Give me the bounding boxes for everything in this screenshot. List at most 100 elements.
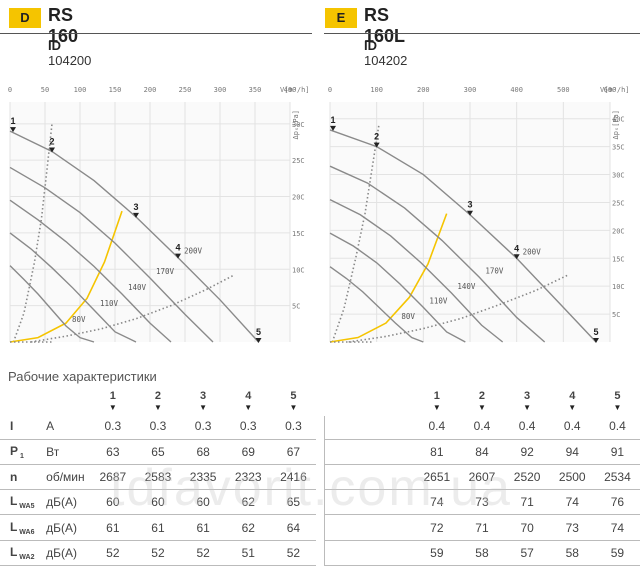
x-tick-label: 150 [109,86,122,94]
table-cell: 74 [549,489,595,516]
fan-curve-chart-rs160l: 0 100 200 300 400 500 60040C35C30C25C20C15C10C… [328,86,630,343]
y-tick-label: 5C [612,311,620,319]
table-row: 72 71 70 73 74 [324,514,640,541]
parameter-unit: дБ(A) [46,489,91,516]
x-tick-label: 400 [284,86,297,94]
parameter-symbol [324,540,371,567]
table-cell: 60 [135,489,181,516]
fan-curve-170v [329,165,546,343]
performance-table-rs160l: 1 ▼ 2 ▼ 3 ▼ 4 ▼ 5 ▼ 0.4 0.4 0.4 0.4 0.4 81 84 92 94 91 2651 2… [324,390,640,567]
parameter-unit: дБ(A) [46,540,91,567]
table-cell: 73 [459,489,505,516]
parameter-symbol [324,514,371,541]
point-arrow-icon: ▼ [613,403,622,413]
y-tick-label: 5C [292,303,300,311]
parameter-symbol [324,414,371,440]
table-cell: 2687 [90,464,136,491]
point-number-header: 5 ▼ [595,390,640,414]
parameter-unit: Вт [46,439,91,465]
point-number: 1 [433,390,440,403]
table-cell: 65 [270,489,316,516]
table-row: L WA6 дБ(A) 61 61 61 62 64 [0,514,316,541]
system-curve-yellow [329,213,448,343]
table-cell: 62 [225,489,271,516]
fan-curve-140v [9,199,172,343]
table-cell: 76 [594,489,640,516]
y-tick-label: 20C [292,194,305,202]
operating-point-label: 3 [133,202,138,212]
table-row: I A 0.3 0.3 0.3 0.3 0.3 [0,414,316,440]
header-underline [324,33,640,34]
point-number: 5 [290,390,297,403]
table-cell: 92 [504,439,550,465]
voltage-label: 170V [156,267,175,276]
y-tick-label: 15C [292,230,305,238]
performance-table-rs160: 1 ▼ 2 ▼ 3 ▼ 4 ▼ 5 ▼ I A 0.3 0.3 0.3 0.3 0.3 P 1 Вт 63 65 68 69… [0,390,316,567]
table-header-blank [46,390,90,414]
point-number-header: 3 ▼ [505,390,550,414]
point-number-header: 3 ▼ [181,390,226,414]
x-tick-label: 200 [417,86,430,94]
x-tick-label: 50 [41,86,49,94]
y-axis-label: Δpₛ[Pa] [292,110,300,140]
y-tick-label: 30C [292,121,305,129]
fan-curve-170v [9,166,214,343]
operating-point-marker [373,142,380,148]
table-cell: 52 [90,540,136,567]
table-cell: 68 [180,439,226,465]
x-tick-label: 600 [604,86,617,94]
performance-section-title: Рабочие характеристики [8,369,157,384]
table-row: L WA5 дБ(A) 60 60 60 62 65 [0,489,316,516]
y-tick-label: 20C [612,227,625,235]
table-cell: 2335 [180,464,226,491]
point-arrow-icon: ▼ [108,403,117,413]
table-cell: 62 [225,514,271,541]
parameter-subscript: 1 [18,452,24,460]
operating-point-label: 2 [374,132,379,142]
operating-point-marker [255,338,262,343]
fan-curve-140v [329,199,504,343]
table-cell: 58 [459,540,505,567]
voltage-label: 110V [429,296,448,305]
y-tick-label: 30C [612,172,625,180]
product-letter-badge: E [325,8,357,28]
table-cell: 59 [594,540,640,567]
table-cell: 2500 [549,464,595,491]
product-letter-badge: D [9,8,41,28]
table-cell: 2651 [414,464,460,491]
table-row: 59 58 57 58 59 [324,540,640,567]
y-tick-label: 35C [612,144,625,152]
parameter-symbol: P 1 [0,439,47,465]
table-cell: 71 [459,514,505,541]
y-tick-label: 10C [612,283,625,291]
table-cell: 58 [549,540,595,567]
table-cell: 61 [90,514,136,541]
operating-point-label: 3 [467,200,472,210]
table-row: 0.4 0.4 0.4 0.4 0.4 [324,414,640,440]
x-tick-label: 0 [8,86,12,94]
operating-point-marker [49,147,55,153]
point-number: 1 [109,390,116,403]
operating-point-marker [175,253,181,259]
table-cell: 0.3 [225,414,271,440]
table-header-blank [324,390,370,414]
table-header-blank [0,390,46,414]
voltage-label: 200V [523,247,542,256]
table-cell: 73 [549,514,595,541]
table-cell: 2416 [270,464,316,491]
table-cell: 2323 [225,464,271,491]
system-curve-dotted [12,123,53,343]
x-tick-label: 250 [179,86,192,94]
operating-point-label: 4 [175,243,180,253]
voltage-label: 80V [401,312,415,321]
table-cell: 0.3 [270,414,316,440]
x-tick-label: 300 [214,86,227,94]
table-cell: 84 [459,439,505,465]
x-tick-label: 200 [144,86,157,94]
table-row: L WA2 дБ(A) 52 52 52 51 52 [0,540,316,567]
table-cell: 0.4 [504,414,550,440]
table-cell: 70 [504,514,550,541]
table-cell: 60 [180,489,226,516]
table-row: P 1 Вт 63 65 68 69 67 [0,439,316,465]
table-cell: 61 [180,514,226,541]
